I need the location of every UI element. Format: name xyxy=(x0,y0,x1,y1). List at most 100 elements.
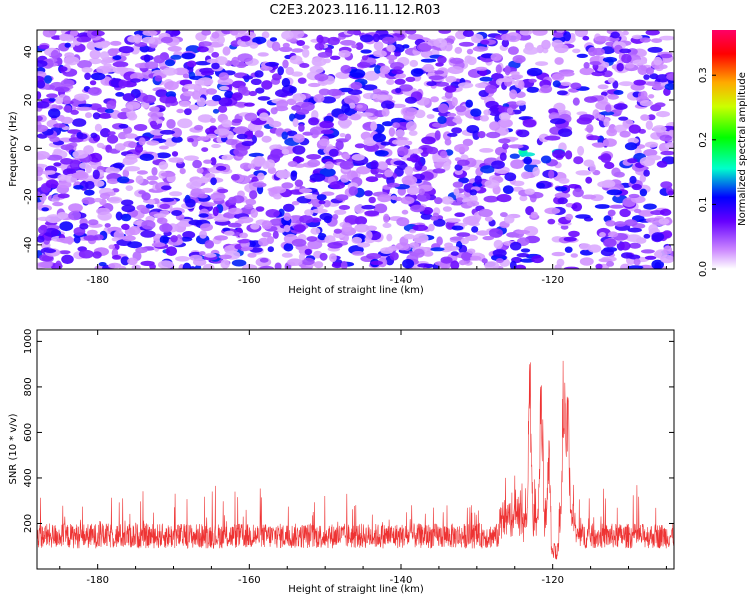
heatmap-cell xyxy=(114,143,126,151)
heatmap-cell xyxy=(78,103,93,108)
heatmap-cell xyxy=(276,99,288,109)
heatmap-cell xyxy=(130,78,142,83)
y-tick-label: 400 xyxy=(23,468,34,487)
heatmap-cell xyxy=(645,120,653,130)
heatmap-cell xyxy=(170,235,178,243)
heatmap-cell xyxy=(204,240,215,249)
heatmap-cell xyxy=(257,96,271,101)
heatmap-cell xyxy=(37,191,41,198)
heatmap-cell xyxy=(149,106,160,113)
colorbar: 0.0 0.1 0.2 0.3 Normalized spectral amplitu… xyxy=(698,30,748,277)
heatmap-cell xyxy=(214,128,230,136)
heatmap-cell xyxy=(57,193,70,199)
heatmap-cell xyxy=(552,80,561,88)
heatmap-cell xyxy=(444,218,461,223)
heatmap-cell xyxy=(613,90,624,95)
heatmap-cell xyxy=(648,94,655,99)
heatmap-cell xyxy=(116,66,129,73)
heatmap-cell xyxy=(666,73,674,81)
heatmap-cell xyxy=(331,262,343,269)
heatmap-cell xyxy=(587,244,602,253)
heatmap-cell xyxy=(363,190,373,197)
heatmap-cell xyxy=(627,158,638,164)
heatmap-cell xyxy=(434,197,443,205)
heatmap-cell xyxy=(404,96,417,104)
heatmap-cell xyxy=(52,202,64,207)
heatmap-cell xyxy=(392,30,408,34)
heatmap-cell xyxy=(159,235,169,245)
heatmap-cell xyxy=(393,160,406,166)
heatmap-cell xyxy=(565,213,573,221)
heatmap-cell xyxy=(629,242,641,249)
heatmap-cell xyxy=(221,154,234,161)
heatmap-cell xyxy=(39,193,47,202)
heatmap-cell xyxy=(215,165,227,171)
heatmap-cell xyxy=(241,89,251,96)
heatmap-cell xyxy=(282,42,290,49)
heatmap-cell xyxy=(523,156,533,165)
heatmap-cell xyxy=(402,258,415,269)
heatmap-cell xyxy=(38,261,53,268)
heatmap-cell xyxy=(433,218,446,227)
heatmap-cell xyxy=(176,108,185,114)
x-tick-label: -120 xyxy=(541,575,564,586)
heatmap-cell xyxy=(277,228,286,233)
heatmap-cells xyxy=(37,30,674,269)
heatmap-cell xyxy=(602,61,610,68)
colorbar-tick-label: 0.0 xyxy=(698,261,709,277)
heatmap-cell xyxy=(579,243,592,251)
heatmap-cell xyxy=(240,35,251,42)
y-tick-label: 1000 xyxy=(23,329,34,354)
heatmap-cell xyxy=(386,233,393,242)
heatmap-cell xyxy=(165,91,177,98)
heatmap-cell xyxy=(244,112,258,122)
heatmap-cell xyxy=(61,254,74,264)
heatmap-cell xyxy=(407,34,424,40)
heatmap-cell xyxy=(382,121,394,127)
heatmap-cell xyxy=(627,227,642,233)
heatmap-cell xyxy=(565,150,573,160)
heatmap-cell xyxy=(328,148,339,157)
heatmap-cell xyxy=(412,224,429,231)
heatmap-cell xyxy=(449,236,465,241)
heatmap-cell xyxy=(370,160,379,169)
heatmap-cell xyxy=(460,237,469,245)
heatmap-cell xyxy=(203,159,212,164)
heatmap-cell xyxy=(606,189,623,196)
heatmap-cell xyxy=(228,196,237,204)
heatmap-cell xyxy=(573,156,584,165)
heatmap-cell xyxy=(37,176,43,182)
heatmap-cell xyxy=(320,129,334,135)
heatmap-cell xyxy=(118,265,127,269)
heatmap-cell xyxy=(554,57,564,65)
heatmap-cell xyxy=(639,156,656,167)
heatmap-cell xyxy=(53,123,66,128)
heatmap-cell xyxy=(644,255,657,260)
x-tick-label: -140 xyxy=(390,575,413,586)
heatmap-cell xyxy=(498,138,511,144)
heatmap-cell xyxy=(645,30,660,36)
heatmap-cell xyxy=(339,120,351,129)
heatmap-cell xyxy=(548,169,555,179)
heatmap-cell xyxy=(259,265,274,269)
heatmap-cell xyxy=(437,55,447,64)
heatmap-cell xyxy=(341,103,351,114)
heatmap-cell xyxy=(532,166,540,177)
heatmap-cell xyxy=(156,217,168,225)
heatmap-cell xyxy=(271,73,282,81)
heatmap-cell xyxy=(606,128,618,137)
heatmap-cell xyxy=(287,161,298,167)
heatmap-cell xyxy=(594,204,611,209)
heatmap-cell xyxy=(94,197,103,203)
heatmap-cell xyxy=(306,154,322,160)
heatmap-cell xyxy=(64,42,71,48)
heatmap-cell xyxy=(619,48,632,54)
heatmap-cell xyxy=(197,136,209,141)
heatmap-cell xyxy=(317,233,327,241)
heatmap-cell xyxy=(53,162,62,167)
heatmap-cell xyxy=(274,262,282,269)
heatmap-cell xyxy=(526,86,540,93)
heatmap-cell xyxy=(332,214,339,220)
heatmap-cell xyxy=(319,167,336,177)
heatmap-cell xyxy=(154,75,163,82)
